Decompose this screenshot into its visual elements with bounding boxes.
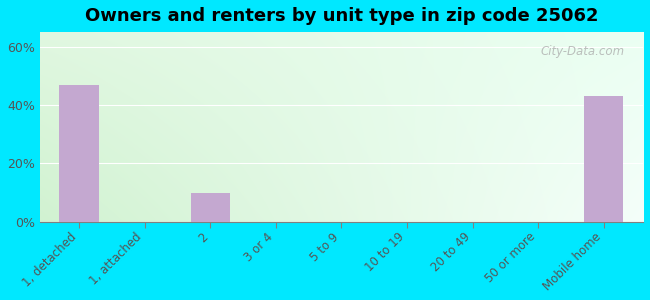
Bar xyxy=(190,193,230,222)
Title: Owners and renters by unit type in zip code 25062: Owners and renters by unit type in zip c… xyxy=(84,7,598,25)
Text: City-Data.com: City-Data.com xyxy=(541,45,625,58)
Bar xyxy=(59,85,99,222)
Bar xyxy=(584,96,623,222)
